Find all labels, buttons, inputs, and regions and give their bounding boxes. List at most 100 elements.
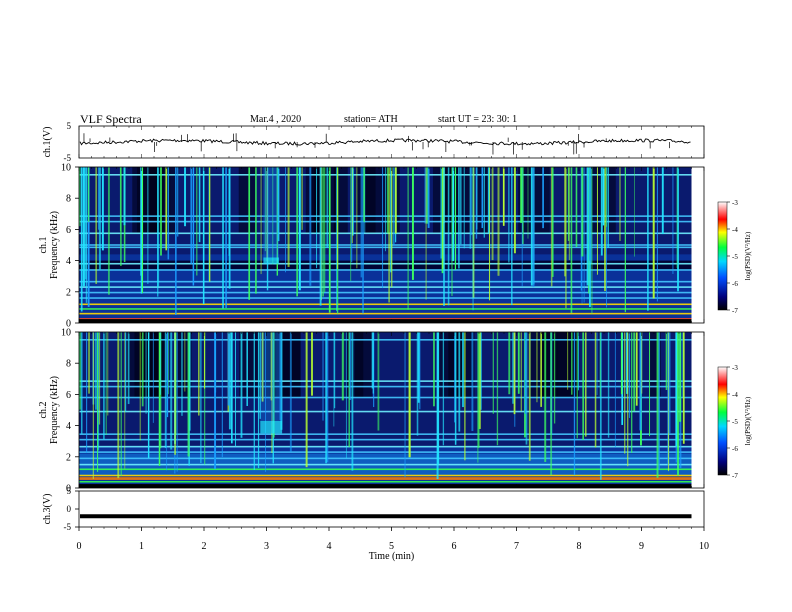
ch2-sferic — [198, 332, 200, 416]
ch1-ytick-label: 5 — [67, 121, 72, 131]
ch1-sferic — [225, 167, 227, 309]
ch2-sferic — [227, 332, 230, 406]
ch1-sferic — [351, 167, 353, 244]
ch1-sferic — [87, 167, 90, 307]
time-xtick-label: 0 — [77, 541, 82, 552]
ch3-frame — [78, 490, 705, 528]
ch1-sferic — [352, 167, 354, 236]
ch2-sferic — [614, 332, 616, 448]
ch2-sferic — [404, 332, 406, 478]
ch2-sferic — [540, 332, 542, 407]
ch2-ylabel-frequency: Frequency (kHz) — [49, 376, 60, 444]
ch2-sferic — [234, 332, 236, 447]
ch1-sferic — [497, 167, 500, 276]
ch1-sferic — [101, 167, 104, 251]
ch1-sferic — [542, 167, 544, 229]
ch2-sferic — [141, 332, 144, 407]
ch1-sferic — [472, 167, 474, 311]
ch1-sferic — [324, 167, 326, 293]
ch1-sferic — [309, 167, 312, 286]
ch1-sferic — [581, 167, 584, 257]
ch2-dark-patch — [448, 332, 475, 398]
ch2-sferic — [228, 332, 231, 430]
ch1-sferic — [652, 167, 655, 299]
ch2-sferic — [416, 332, 419, 436]
ch1-sferic — [511, 167, 513, 306]
ch1-sferic — [394, 167, 397, 234]
ch1-sferic — [624, 167, 626, 313]
ch2-sferic — [630, 332, 633, 453]
ch2-sferic — [120, 332, 122, 477]
ch2-burst-column — [260, 332, 283, 421]
ch1-sferic — [272, 167, 274, 265]
ch1-sferic — [647, 167, 649, 311]
ch1-sferic — [475, 167, 478, 239]
ch1-ytick-label: 8 — [66, 194, 71, 205]
ch2-band-line — [79, 438, 692, 441]
ch1-sferic — [287, 167, 290, 268]
ch2-sferic — [517, 332, 520, 394]
ch1-sferic — [661, 167, 664, 235]
ch2-band-line — [79, 433, 692, 435]
ch2-sferic — [620, 332, 623, 395]
ch2-band-line — [79, 339, 692, 341]
ch2-sferic — [377, 332, 380, 431]
ch2-sferic — [656, 332, 659, 478]
ch2-band-line — [79, 380, 692, 382]
ch2-sferic — [88, 332, 90, 394]
ch1-sferic — [476, 167, 478, 230]
ch2-sferic — [513, 332, 516, 415]
ch2-ylabel-channel: ch.2 — [38, 402, 49, 419]
ch1-sferic — [656, 167, 658, 302]
ch2-sferic — [594, 332, 597, 448]
start-time-label: start UT = 23: 30: 1 — [438, 114, 518, 125]
ch1-sferic — [202, 167, 205, 305]
ch1-sferic — [483, 167, 485, 238]
ch2-sferic — [525, 332, 528, 445]
ch2-colorbar-tick-label: -4 — [732, 391, 738, 399]
ch2-sferic — [629, 332, 630, 418]
ch1-sferic — [351, 167, 353, 263]
time-xtick-label: 4 — [327, 541, 332, 552]
ch2-sferic — [103, 332, 105, 440]
ch1-sferic — [87, 167, 90, 222]
ch1-sferic — [454, 167, 457, 270]
ch1-sferic — [141, 167, 144, 294]
ch2-sferic — [371, 332, 374, 389]
ch2-ytick-label: 8 — [66, 359, 71, 370]
ch2-ytick-label: 4 — [66, 421, 71, 432]
ch1-sferic — [588, 167, 590, 294]
ch1-sferic — [385, 167, 386, 252]
ch1-band-line — [79, 280, 692, 283]
ch2-sferic — [259, 332, 261, 419]
ch1-sferic — [386, 167, 389, 234]
ch1-ylabel-frequency: Frequency (kHz) — [49, 211, 60, 279]
ch2-sferic — [544, 332, 547, 462]
ch1-colorbar-tick-label: -6 — [732, 280, 738, 288]
ch1-band-line — [79, 312, 692, 315]
ch2-sferic — [214, 332, 217, 469]
ch1-sferic — [360, 167, 363, 278]
ch2-ytick-label: 6 — [66, 390, 71, 401]
ch2-ytick-label: 2 — [66, 452, 71, 463]
ch1-sferic — [107, 167, 110, 295]
ch1-sferic — [672, 167, 674, 274]
ch2-sferic — [86, 332, 88, 453]
ch1-frame — [78, 125, 705, 159]
ch2-sferic — [200, 332, 202, 464]
ch2-sferic — [471, 332, 474, 432]
ch1-sferic — [301, 167, 303, 230]
ch2-sferic — [166, 332, 168, 471]
ch2-sferic — [649, 332, 651, 437]
ch1-sferic — [586, 167, 589, 286]
ch1-sferic — [488, 167, 491, 301]
ch1-sferic — [427, 167, 430, 228]
ch2-sferic — [166, 332, 169, 418]
ch2-sferic — [480, 332, 482, 410]
ch2-sferic — [596, 332, 598, 395]
ch2-sferic — [97, 332, 100, 451]
ch1-sferic — [119, 167, 121, 231]
ch1-sferic — [336, 167, 337, 312]
ch1-sferic — [451, 167, 453, 296]
ch1-colorbar-tick-label: -7 — [732, 307, 738, 315]
